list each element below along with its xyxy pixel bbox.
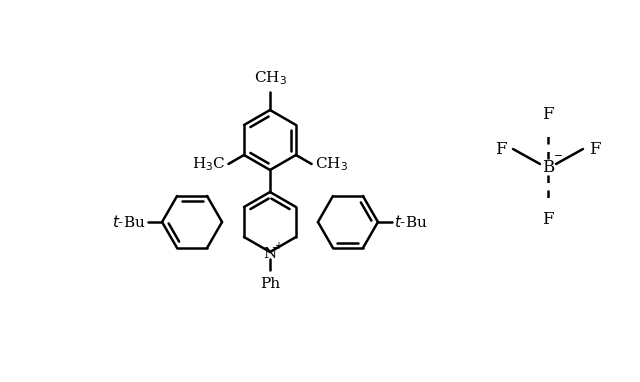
Text: H$_3$C: H$_3$C xyxy=(192,155,225,173)
Text: CH$_3$: CH$_3$ xyxy=(315,155,348,173)
Text: B: B xyxy=(542,159,554,175)
Text: F: F xyxy=(589,141,600,157)
Text: Ph: Ph xyxy=(260,277,280,291)
Text: $^+$: $^+$ xyxy=(273,241,284,255)
Text: $^-$: $^-$ xyxy=(551,152,563,167)
Text: F: F xyxy=(542,211,554,228)
Text: F: F xyxy=(542,106,554,123)
Text: $t$-Bu: $t$-Bu xyxy=(394,214,428,230)
Text: CH$_3$: CH$_3$ xyxy=(253,69,287,87)
Text: $t$-Bu: $t$-Bu xyxy=(113,214,146,230)
Text: F: F xyxy=(495,141,507,157)
Text: N: N xyxy=(264,247,276,261)
